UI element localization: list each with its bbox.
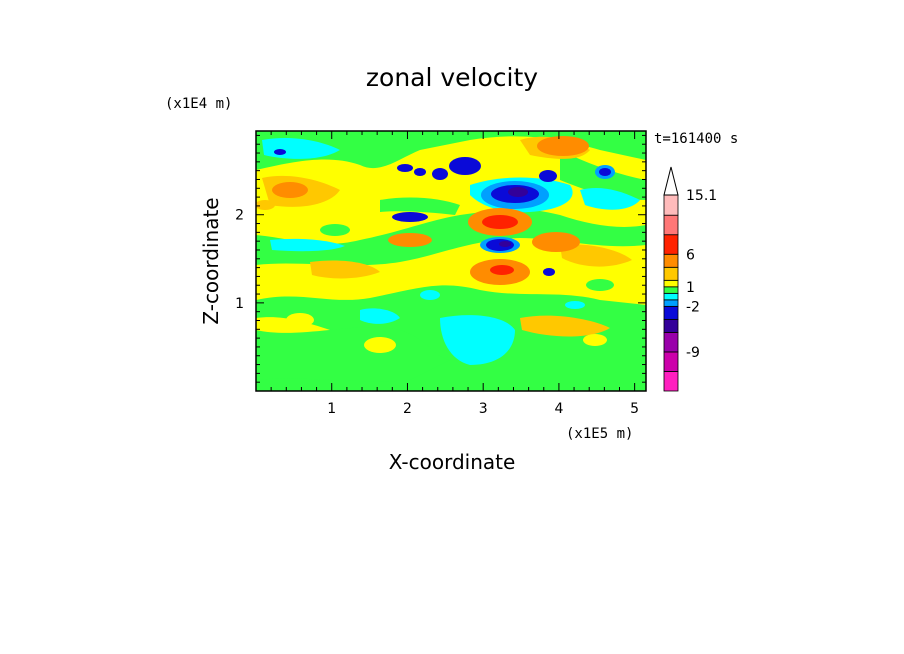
x-scale-note: (x1E5 m) [566, 426, 633, 442]
colorbar-segment [663, 371, 679, 392]
colorbar-segment [663, 305, 679, 320]
x-tick-labels: 1 2 3 4 5 [327, 401, 639, 417]
field-detail-blobs [256, 200, 614, 353]
x-tick-label: 4 [554, 401, 563, 417]
colorbar-segment [663, 214, 679, 236]
colorbar-label: 6 [686, 247, 695, 263]
colorbar-label: 15.1 [686, 188, 717, 204]
y-tick-labels: 12 [235, 208, 244, 312]
x-tick-label: 3 [479, 401, 488, 417]
y-scale-note: (x1E4 m) [165, 96, 232, 112]
colorbar-labels: 15.1 6 1 -2 -9 [686, 188, 717, 361]
colorbar-segment [663, 292, 679, 301]
colorbar-segment [663, 253, 679, 268]
colorbar [663, 166, 679, 392]
colorbar-segment [663, 299, 679, 307]
colorbar-segment [663, 351, 679, 372]
y-tick-label: 2 [235, 208, 244, 224]
axis-ticks [256, 131, 646, 391]
y-axis-label: Z-coordinate [199, 197, 223, 324]
x-tick-label: 1 [327, 401, 336, 417]
colorbar-segment [663, 331, 679, 353]
colorbar-arrow [663, 166, 679, 196]
x-tick-label: 5 [630, 401, 639, 417]
y-tick-label: 1 [235, 296, 244, 312]
colorbar-segment [663, 234, 679, 255]
contour-field [256, 131, 646, 391]
chart-title: zonal velocity [366, 63, 538, 92]
colorbar-segment [663, 318, 679, 333]
colorbar-segment [663, 266, 679, 281]
colorbar-label: -2 [686, 299, 700, 315]
colorbar-segment [663, 286, 679, 294]
x-tick-label: 2 [403, 401, 412, 417]
time-label: t=161400 s [654, 131, 738, 147]
field-negative-cores [274, 149, 615, 276]
colorbar-segment [663, 194, 679, 216]
colorbar-label: 1 [686, 280, 695, 296]
colorbar-label: -9 [686, 345, 700, 361]
colorbar-segment [663, 279, 679, 288]
plot-frame [255, 130, 647, 392]
x-axis-label: X-coordinate [389, 450, 516, 474]
field-positive-cores [272, 136, 589, 285]
